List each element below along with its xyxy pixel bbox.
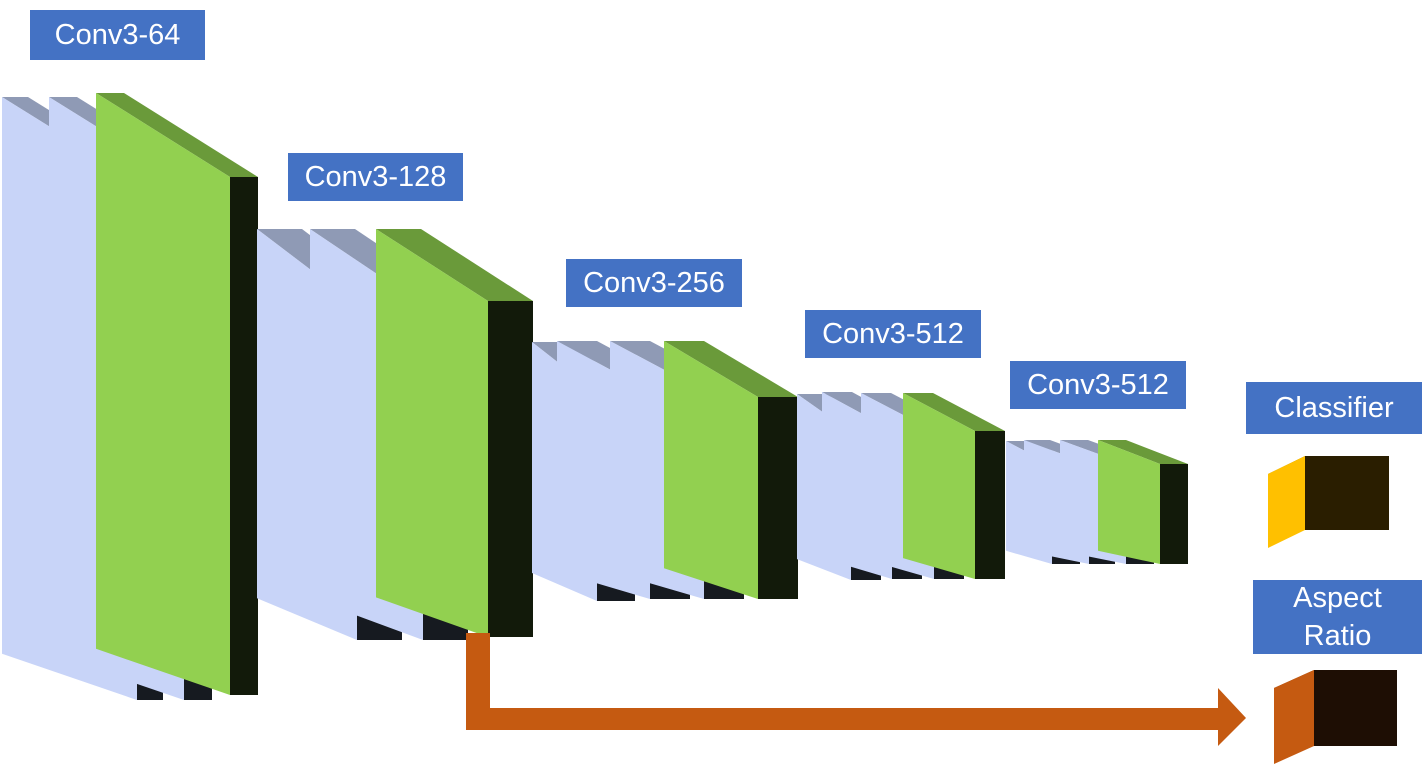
aspect-ratio-label-line1: Aspect bbox=[1293, 582, 1382, 614]
block1-layer3-side-face bbox=[96, 93, 230, 695]
conv3-512-label-2: Conv3-512 bbox=[1010, 361, 1186, 409]
conv3-512-label-1: Conv3-512 bbox=[805, 310, 981, 358]
aspect-ratio-label: Aspect Ratio bbox=[1253, 580, 1422, 654]
aspect-ratio-label-line2: Ratio bbox=[1303, 620, 1372, 652]
block2-layer3-side-face bbox=[376, 229, 488, 637]
block2-layer3-top-face bbox=[376, 229, 533, 301]
conv3-64-label: Conv3-64 bbox=[30, 10, 205, 60]
block4-layer4-top-face bbox=[903, 393, 1005, 431]
classifier-label: Classifier bbox=[1246, 382, 1422, 434]
block5-layer4-front-face bbox=[1160, 464, 1188, 564]
conv-layers bbox=[2, 93, 1188, 700]
block1-layer3-top-face bbox=[96, 93, 258, 177]
aspect-ratio-block bbox=[1274, 670, 1397, 764]
conv3-128-label: Conv3-128 bbox=[288, 153, 463, 201]
block1-layer3-front-face bbox=[230, 177, 258, 695]
block4-layer4-side-face bbox=[903, 393, 975, 579]
block4-layer4-front-face bbox=[975, 431, 1005, 579]
block5-layer4-top-face bbox=[1098, 440, 1188, 464]
block3-layer4-side-face bbox=[664, 341, 758, 599]
block3-layer4-front-face bbox=[758, 397, 798, 599]
aspect-ratio-arrow bbox=[466, 633, 1246, 746]
classifier-block bbox=[1268, 456, 1389, 548]
block2-layer3-front-face bbox=[488, 301, 533, 637]
conv3-256-label: Conv3-256 bbox=[566, 259, 742, 307]
block3-layer4-top-face bbox=[664, 341, 798, 397]
block5-layer4-side-face bbox=[1098, 440, 1160, 564]
